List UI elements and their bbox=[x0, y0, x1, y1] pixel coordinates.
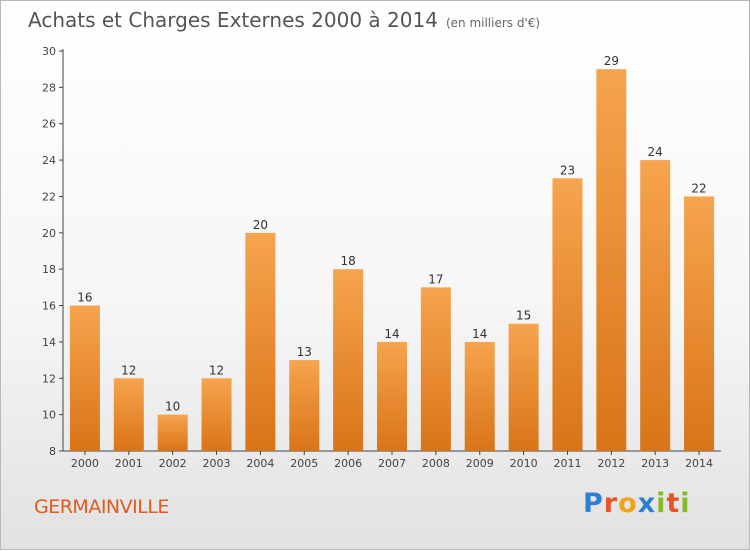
logo-letter: i bbox=[680, 488, 691, 519]
y-tick-label: 22 bbox=[42, 190, 56, 203]
y-tick-label: 20 bbox=[42, 227, 56, 240]
chart-title: Achats et Charges Externes 2000 à 2014 (e… bbox=[28, 8, 540, 32]
x-tick-label: 2010 bbox=[510, 457, 538, 470]
bar-value-label: 13 bbox=[297, 345, 312, 359]
bar bbox=[69, 305, 100, 451]
location-name: GERMAINVILLE bbox=[34, 496, 169, 518]
x-tick-label: 2007 bbox=[378, 457, 406, 470]
bar-value-label: 14 bbox=[384, 327, 399, 341]
x-tick-label: 2011 bbox=[553, 457, 581, 470]
x-tick-label: 2001 bbox=[115, 457, 143, 470]
bar bbox=[333, 269, 364, 451]
y-tick-label: 16 bbox=[42, 300, 56, 313]
unit-note: (en milliers d'€) bbox=[445, 16, 541, 30]
bar-value-label: 12 bbox=[209, 363, 224, 377]
bar-value-label: 24 bbox=[648, 145, 663, 159]
axes: 8 10 12 14 16 18 20 22 24 26 28 30 2000 2001 2002 2003 2… bbox=[42, 45, 721, 470]
x-tick-label: 2014 bbox=[685, 457, 713, 470]
bar bbox=[113, 378, 144, 451]
bar-value-label: 15 bbox=[516, 309, 531, 323]
y-tick-label: 8 bbox=[49, 445, 56, 458]
y-tick-label: 10 bbox=[42, 409, 56, 422]
x-tick-label: 2012 bbox=[597, 457, 625, 470]
x-tick-label: 2002 bbox=[159, 457, 187, 470]
bar bbox=[464, 341, 495, 451]
logo-letter: i bbox=[656, 488, 667, 519]
bar bbox=[377, 341, 407, 451]
y-tick-label: 18 bbox=[42, 263, 56, 276]
bar-value-label: 17 bbox=[428, 272, 443, 286]
y-tick-label: 30 bbox=[42, 45, 56, 58]
y-tick-label: 24 bbox=[42, 154, 56, 167]
x-tick-label: 2006 bbox=[334, 457, 362, 470]
x-tick-label: 2008 bbox=[422, 457, 450, 470]
x-tick-label: 2003 bbox=[203, 457, 231, 470]
bar bbox=[201, 378, 232, 451]
bar-value-label: 18 bbox=[340, 254, 355, 268]
x-tick-label: 2004 bbox=[246, 457, 274, 470]
bar bbox=[508, 323, 539, 451]
data-labels: 16 12 10 12 20 13 18 14 17 14 15 23 29 24 22 bbox=[77, 54, 706, 413]
bar bbox=[684, 196, 715, 451]
x-tick-label: 2005 bbox=[290, 457, 318, 470]
bar-value-label: 22 bbox=[691, 181, 706, 195]
x-tick-label: 2000 bbox=[71, 457, 99, 470]
y-tick-label: 26 bbox=[42, 118, 56, 131]
bar-value-label: 20 bbox=[253, 218, 268, 232]
bar bbox=[552, 178, 583, 452]
y-tick-label: 14 bbox=[42, 336, 56, 349]
proxiti-logo: Proxiti bbox=[583, 488, 691, 519]
bar-value-label: 23 bbox=[560, 163, 575, 177]
bar bbox=[289, 360, 320, 451]
logo-letter: o bbox=[618, 488, 638, 519]
bars bbox=[69, 69, 715, 452]
logo-letter: P bbox=[583, 488, 604, 519]
chart-title-text: Achats et Charges Externes 2000 à 2014 bbox=[28, 8, 438, 32]
bar bbox=[596, 69, 627, 451]
bar bbox=[420, 287, 451, 451]
bar-value-label: 10 bbox=[165, 400, 180, 414]
logo-letter: r bbox=[603, 488, 619, 519]
bar bbox=[640, 160, 671, 451]
bar-value-label: 12 bbox=[121, 363, 136, 377]
x-tick-label: 2013 bbox=[641, 457, 669, 470]
bar-value-label: 16 bbox=[77, 291, 92, 305]
bar bbox=[245, 232, 276, 451]
logo-letter: t bbox=[666, 488, 681, 519]
y-tick-label: 12 bbox=[42, 372, 56, 385]
y-tick-label: 28 bbox=[42, 81, 56, 94]
bar-value-label: 29 bbox=[604, 54, 619, 68]
x-tick-label: 2009 bbox=[466, 457, 494, 470]
bar bbox=[157, 414, 188, 451]
bar-value-label: 14 bbox=[472, 327, 487, 341]
logo-letter: x bbox=[637, 488, 657, 519]
